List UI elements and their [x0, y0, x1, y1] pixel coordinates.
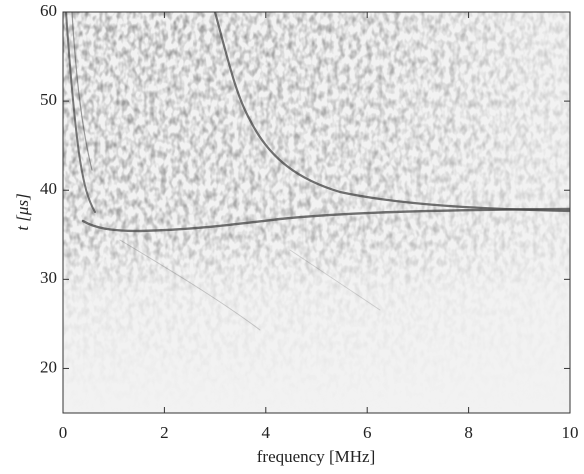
- x-tick-label: 2: [160, 423, 169, 442]
- x-axis-label: frequency [MHz]: [257, 447, 375, 466]
- x-tick-label: 8: [464, 423, 473, 442]
- x-tick-label: 6: [363, 423, 372, 442]
- y-axis-label: t [μs]: [13, 193, 32, 230]
- y-tick-label: 50: [40, 90, 57, 109]
- plot-frame: [62, 11, 571, 414]
- y-tick-label: 30: [40, 268, 57, 287]
- y-tick-label: 40: [40, 179, 57, 198]
- x-tick-label: 4: [262, 423, 271, 442]
- x-tick-label: 10: [562, 423, 579, 442]
- x-tick-label: 0: [59, 423, 68, 442]
- spectrogram-image: [63, 12, 570, 413]
- y-tick-label: 20: [40, 357, 57, 376]
- y-tick-label: 60: [40, 1, 57, 20]
